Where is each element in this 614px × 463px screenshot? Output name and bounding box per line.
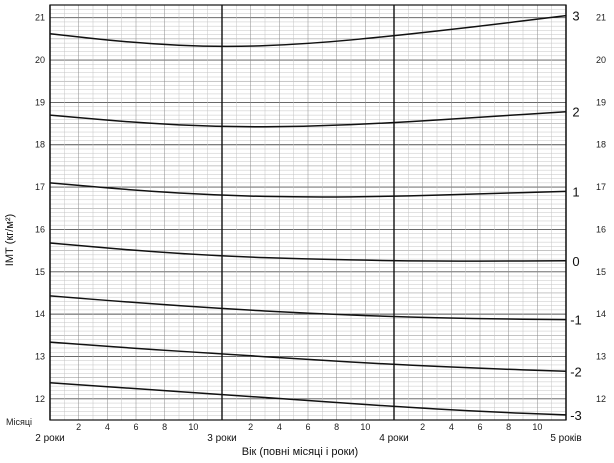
y-tick-label-left: 17 <box>35 182 45 192</box>
y-axis-label: ІМТ (кг/м²) <box>4 214 16 266</box>
curve-0 <box>49 242 567 262</box>
x-year-label: 2 роки <box>35 433 64 444</box>
y-tick-label-right: 17 <box>596 182 606 192</box>
plot-frame <box>49 4 567 421</box>
x-month-tick-label: 2 <box>248 422 253 432</box>
y-tick-label-right: 20 <box>596 55 606 65</box>
y-tick-label-right: 14 <box>596 309 606 319</box>
y-tick-label-right: 21 <box>596 13 606 23</box>
y-tick-label-left: 12 <box>35 394 45 404</box>
series-label-3: 3 <box>572 9 579 24</box>
x-month-tick-label: 8 <box>334 422 339 432</box>
x-month-tick-label: 6 <box>305 422 310 432</box>
y-tick-label-right: 12 <box>596 394 606 404</box>
series-label--3: -3 <box>570 408 582 423</box>
curve-2 <box>49 110 567 128</box>
x-year-label: 3 роки <box>207 433 236 444</box>
x-month-tick-label: 4 <box>277 422 282 432</box>
y-tick-label-left: 13 <box>35 351 45 361</box>
percentile-curves <box>49 14 567 416</box>
y-tick-label-right: 16 <box>596 224 606 234</box>
series-label--1: -1 <box>570 313 582 328</box>
y-tick-label-left: 19 <box>35 97 45 107</box>
x-month-tick-label: 2 <box>76 422 81 432</box>
x-month-tick-label: 6 <box>133 422 138 432</box>
x-month-tick-label: 4 <box>449 422 454 432</box>
y-tick-label-left: 14 <box>35 309 45 319</box>
y-tick-label-left: 18 <box>35 140 45 150</box>
curve-1 <box>49 182 567 198</box>
curve-3 <box>49 14 567 48</box>
y-tick-label-right: 19 <box>596 97 606 107</box>
x-axis-label: Вік (повні місяці і роки) <box>242 446 358 458</box>
series-label-1: 1 <box>572 184 579 199</box>
series-label-2: 2 <box>572 105 579 120</box>
series-label--2: -2 <box>570 364 582 379</box>
curve--1 <box>49 295 567 321</box>
x-month-tick-label: 10 <box>188 422 198 432</box>
x-month-tick-label: 8 <box>162 422 167 432</box>
x-year-label: 5 років <box>550 433 581 444</box>
plot-border <box>49 4 567 421</box>
y-tick-label-left: 21 <box>35 13 45 23</box>
y-tick-label-left: 16 <box>35 224 45 234</box>
x-month-tick-label: 4 <box>105 422 110 432</box>
x-month-tick-label: 6 <box>477 422 482 432</box>
y-tick-label-right: 15 <box>596 267 606 277</box>
x-month-tick-label: 2 <box>420 422 425 432</box>
series-label-0: 0 <box>572 254 579 269</box>
x-month-tick-label: 10 <box>360 422 370 432</box>
grid <box>49 4 567 421</box>
y-tick-label-left: 20 <box>35 55 45 65</box>
x-year-label: 4 роки <box>379 433 408 444</box>
curve--3 <box>49 381 567 416</box>
month-axis-label: Місяці <box>6 417 32 427</box>
y-tick-label-left: 15 <box>35 267 45 277</box>
curve--2 <box>49 341 567 373</box>
y-tick-label-right: 13 <box>596 351 606 361</box>
y-tick-label-right: 18 <box>596 140 606 150</box>
x-month-tick-label: 10 <box>532 422 542 432</box>
x-month-tick-label: 8 <box>506 422 511 432</box>
